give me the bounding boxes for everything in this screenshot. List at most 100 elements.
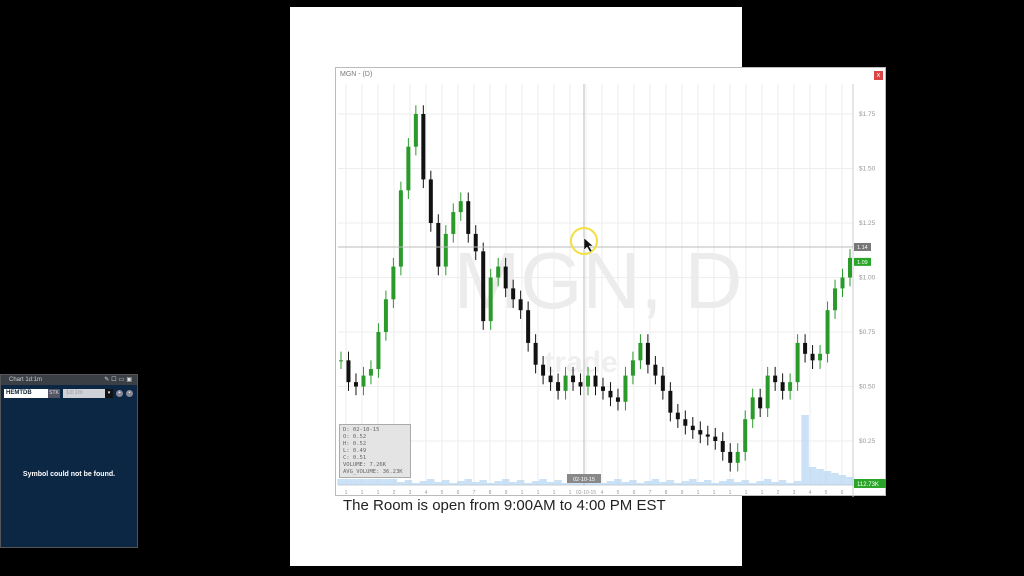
volume-bar (382, 479, 390, 485)
volume-bar (352, 479, 360, 485)
candle-body (346, 360, 351, 383)
candle-body (788, 382, 793, 391)
volume-bar (711, 483, 720, 485)
volume-bar (838, 475, 847, 485)
volume-bar (561, 483, 570, 485)
volume-bar (412, 483, 420, 485)
candle-body (713, 436, 718, 441)
volume-bar (823, 471, 832, 485)
volume-bar (599, 483, 607, 485)
candle-body (818, 353, 823, 361)
close-button[interactable]: x (874, 71, 883, 80)
x-tick-label: 1 (569, 490, 572, 496)
volume-bar (831, 473, 839, 485)
volume-bar (457, 481, 465, 485)
ohlc-close: C: 0.51 (343, 455, 367, 461)
y-tick-label: $0.25 (859, 438, 876, 445)
volume-bar (614, 479, 622, 485)
panel-title: Chart 1d:1m (9, 377, 43, 383)
volume-bar (584, 482, 592, 485)
candle-body (728, 451, 733, 463)
candle-body (383, 299, 388, 332)
close-icon[interactable]: ▣ (126, 377, 134, 383)
candle-body (353, 382, 358, 387)
candle-body (413, 114, 418, 147)
ohlc-avg-volume: AVG_VOLUME: 36.23K (343, 469, 403, 475)
price-chart[interactable]: 1 1 1 2 3 4 5 6 7 8 9 1 1 1 1 02-10-15 4 5 6 7 8 9 1 1 1 1 1 2 3 4 5 6 $… (336, 68, 887, 497)
x-tick-label: 9 (681, 490, 684, 496)
volume-bar (389, 479, 398, 485)
volume-bar (524, 483, 532, 485)
candle-body (541, 364, 546, 376)
volume-bar (778, 480, 787, 485)
candle-body (848, 257, 852, 278)
volume-bar (786, 483, 794, 485)
volume-bar (621, 482, 630, 485)
candle-body (563, 375, 568, 391)
y-tick-label: $1.75 (859, 111, 876, 118)
x-tick-label: 1 (521, 490, 524, 496)
volume-bar (606, 481, 615, 485)
volume-bar (486, 483, 495, 485)
add-icon[interactable]: + (116, 390, 123, 397)
candle-body (398, 190, 403, 267)
candle-body (421, 114, 426, 180)
candle-body (615, 397, 620, 402)
volume-bar (674, 483, 682, 485)
candle-body (705, 434, 710, 437)
candle-body (436, 223, 441, 267)
x-tick-label: 9 (505, 490, 508, 496)
volume-bar (546, 482, 555, 485)
y-tick-label: $1.50 (859, 166, 876, 173)
candle-body (571, 375, 576, 383)
volume-bar (651, 479, 660, 485)
candle-body (683, 419, 688, 426)
candle-body (810, 353, 815, 361)
x-tick-label: 8 (489, 490, 492, 496)
x-tick-label: 7 (649, 490, 652, 496)
candle-body (758, 397, 763, 409)
chevron-down-icon[interactable]: ▾ (105, 389, 113, 398)
candle-body (630, 360, 635, 376)
watermark: MGN, D (454, 236, 743, 325)
volume-bar (719, 481, 727, 485)
security-type-button[interactable]: STK (48, 389, 60, 398)
x-tick-label: 1 (361, 490, 364, 496)
crosshair-date-label: 02-10-15 (573, 477, 595, 483)
candle-body (451, 212, 456, 234)
symbol-input[interactable]: HEMTDB (4, 389, 48, 398)
mouse-cursor-icon (583, 237, 594, 253)
timeframe-select[interactable]: 1d:1m (63, 389, 106, 398)
volume-bar (846, 477, 854, 485)
candle-body (458, 201, 463, 213)
x-tick-label: 1 (377, 490, 380, 496)
candle-body (481, 251, 486, 322)
x-tick-label: 3 (409, 490, 412, 496)
candle-body (526, 310, 531, 343)
x-tick-label: 5 (441, 490, 444, 496)
window-icon[interactable]: ▭ (118, 377, 127, 383)
candle-body (428, 179, 433, 223)
candle-body (638, 342, 643, 361)
x-tick-label: 4 (601, 490, 604, 496)
x-tick-label: 3 (793, 490, 796, 496)
ohlc-date: D: 02-10-15 (343, 427, 380, 433)
candle-body (443, 233, 448, 267)
volume-bar (419, 481, 428, 485)
ohlc-volume: VOLUME: 7.26K (343, 462, 387, 468)
y-tick-label: $1.25 (859, 220, 876, 227)
volume-bar (763, 479, 772, 485)
volume-bar (374, 479, 383, 485)
edit-icon[interactable]: ☐ (111, 377, 119, 383)
x-tick-label: 2 (393, 490, 396, 496)
candle-body (833, 288, 838, 311)
volume-bar (756, 481, 764, 485)
chart-window[interactable]: 1 1 1 2 3 4 5 6 7 8 9 1 1 1 1 02-10-15 4 5 6 7 8 9 1 1 1 1 1 2 3 4 5 6 $… (335, 67, 887, 497)
volume-bar (733, 482, 742, 485)
settings-icon[interactable]: • (126, 390, 133, 397)
pin-icon[interactable]: ✎ (104, 377, 112, 383)
volume-bar (427, 479, 435, 485)
volume-bar (471, 482, 480, 485)
x-tick-label: 02-10-15 (576, 490, 596, 496)
ohlc-high: H: 0.52 (343, 441, 367, 447)
